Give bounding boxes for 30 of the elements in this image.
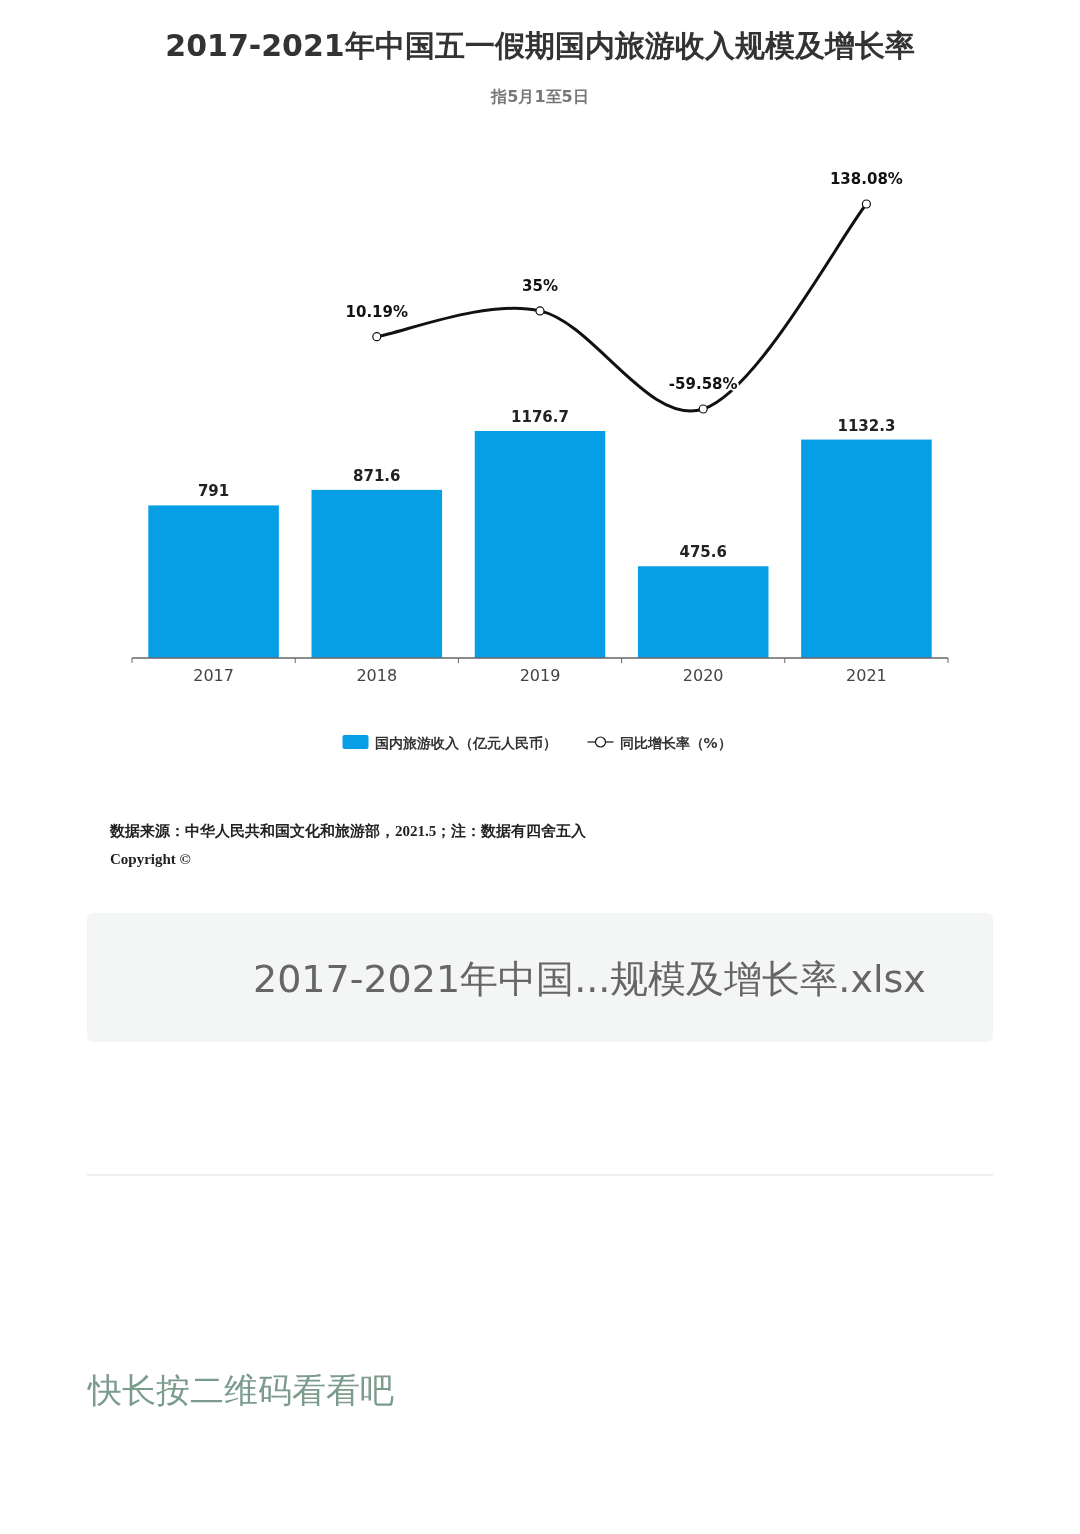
chart-subtitle: 指5月1至5日	[490, 87, 589, 106]
data-label: 35%	[522, 276, 558, 295]
bar	[311, 489, 443, 658]
text: 快长按二维码看看吧	[87, 1370, 394, 1410]
x-tick-label: 2017	[193, 666, 234, 685]
point	[861, 199, 871, 209]
bar	[801, 439, 932, 658]
bar	[148, 505, 279, 658]
data-label: -59.58%	[668, 375, 738, 393]
legend-label: 同比增长率（%）	[619, 735, 732, 751]
data-label: 871.6	[353, 466, 401, 485]
data-label: 138.08%	[829, 170, 903, 188]
data-label: 475.6	[679, 543, 727, 562]
bar	[637, 566, 769, 658]
x-tick-label: 2020	[682, 666, 724, 685]
point	[535, 306, 545, 316]
text: Copyright ©	[110, 851, 191, 867]
x-tick-label: 2018	[356, 666, 398, 685]
point	[698, 404, 708, 414]
text: 2017-2021年中国...规模及增长率.xlsx	[253, 957, 926, 1001]
x-tick-label: 2019	[519, 666, 561, 685]
source-note: 数据来源：中华人民共和国文化和旅游部，2021.5；注：数据有四舍五入	[109, 822, 588, 839]
point	[372, 332, 382, 342]
x-tick-label: 2021	[846, 666, 887, 685]
bar	[474, 431, 606, 658]
data-label: 791	[197, 482, 230, 501]
data-label: 1176.7	[511, 408, 569, 426]
data-label: 10.19%	[345, 302, 409, 321]
chart-title: 2017-2021年中国五一假期国内旅游收入规模及增长率	[165, 28, 915, 63]
data-label: 1132.3	[837, 416, 896, 435]
